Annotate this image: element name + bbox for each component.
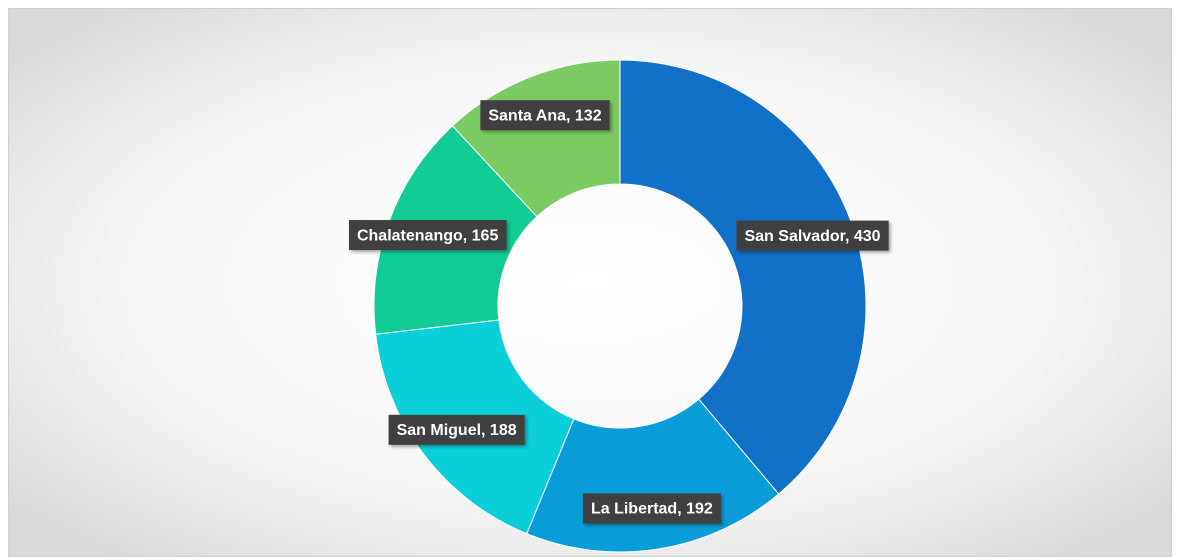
label-text: Santa Ana, 132 [488,107,601,124]
donut-slice [451,59,621,218]
label-text: San Miguel, 188 [397,422,517,439]
data-label: San Salvador, 430 [736,220,889,251]
slices [373,59,867,553]
labels: San Salvador, 430 La Libertad, 192 San Mig… [348,100,889,524]
label-box [388,414,525,445]
label-box [582,493,721,524]
label-box [480,100,610,131]
data-label: Chalatenango, 165 [348,220,507,251]
label-box [736,220,889,251]
label-text: San Salvador, 430 [744,228,880,245]
data-label: San Miguel, 188 [388,414,525,445]
label-box [348,220,507,251]
data-label: La Libertad, 192 [582,493,721,524]
donut-slice [619,59,867,495]
label-text: La Libertad, 192 [591,501,713,518]
label-text: Chalatenango, 165 [357,227,498,244]
data-label: Santa Ana, 132 [480,100,610,131]
